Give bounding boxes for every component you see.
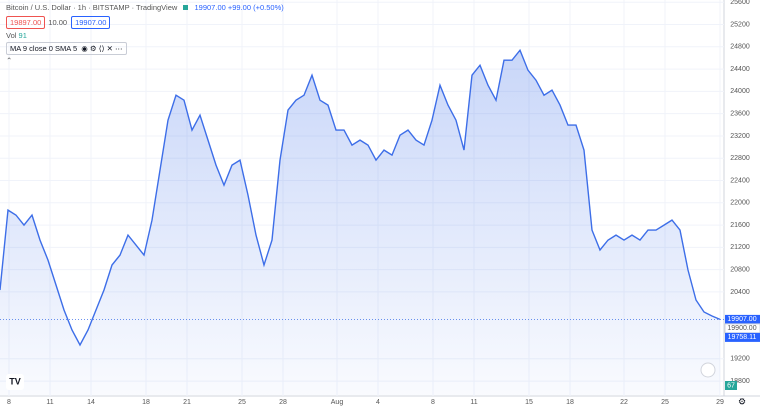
x-tick-label: 11 (470, 399, 477, 406)
x-tick-label: 25 (661, 399, 669, 406)
vol-label: Vol (6, 31, 17, 40)
y-tick-label: 25200 (730, 21, 750, 28)
symbol: Bitcoin / U.S. Dollar · 1h · BITSTAMP · … (6, 3, 178, 12)
price-label: 19900.00 (727, 325, 756, 332)
y-tick-label: 20400 (730, 289, 750, 296)
y-tick-label: 23200 (730, 133, 750, 140)
x-tick-label: 28 (279, 399, 287, 406)
price-label: 19907.00 (727, 316, 756, 323)
vol-row: Vol 91 (6, 31, 27, 40)
collapse[interactable]: ⌃ (6, 56, 13, 65)
y-tick-label: 25600 (730, 0, 750, 6)
spread: 10.00 (48, 18, 68, 27)
y-tick-label: 18800 (730, 378, 750, 385)
price-label-bg (725, 332, 760, 342)
y-tick-label: 22800 (730, 155, 750, 162)
volume-label-bg (725, 381, 737, 390)
x-tick-label: 8 (7, 399, 11, 406)
y-tick-label: 24800 (730, 44, 750, 51)
scroll-button[interactable] (700, 362, 716, 378)
price-line (0, 48, 721, 347)
x-tick-label: 29 (716, 399, 724, 406)
price-label-bg (725, 314, 760, 324)
bid[interactable]: 19897.00 (6, 16, 46, 29)
x-tick-label: 4 (376, 399, 380, 406)
indicator[interactable]: MA 9 close 0 SMA 5 ◉ ⚙ ⟨⟩ ✕ ⋯ (6, 42, 127, 55)
y-tick-label: 22400 (730, 177, 750, 184)
x-tick-label: 21 (183, 399, 191, 406)
x-tick-label: 22 (620, 399, 628, 406)
indicator-name: MA 9 close 0 SMA 5 (10, 44, 78, 53)
x-tick-label: 18 (566, 399, 574, 406)
x-tick-label: Aug (331, 399, 344, 406)
price-label-bg (724, 323, 760, 334)
x-tick-label: 11 (46, 399, 53, 406)
x-tick-label: 25 (238, 399, 246, 406)
x-tick-label: 15 (525, 399, 533, 406)
ask[interactable]: 19907.00 (71, 16, 111, 29)
x-tick-label: 14 (87, 399, 95, 406)
price-label: 19758.11 (728, 334, 757, 341)
tv-logo (6, 374, 24, 390)
tv-logo-text: TV (9, 376, 21, 386)
y-tick-label: 24400 (730, 66, 750, 73)
y-tick-label: 23600 (730, 110, 750, 117)
y-tick-label: 21200 (730, 244, 750, 251)
y-tick-label: 19200 (730, 356, 750, 363)
order-row: 19897.00 10.00 19907.00 (6, 16, 113, 29)
settings-icon[interactable]: ⚙ (738, 396, 746, 406)
volume-label: 67 (727, 382, 735, 389)
y-tick-label: 20800 (730, 266, 750, 273)
y-tick-label: 21600 (730, 222, 750, 229)
indicator-row: MA 9 close 0 SMA 5 ◉ ⚙ ⟨⟩ ✕ ⋯ (6, 42, 130, 55)
y-tick-label: 22000 (730, 200, 750, 207)
y-tick-label: 24000 (730, 88, 750, 95)
x-tick-label: 18 (142, 399, 150, 406)
area-fill (0, 50, 720, 395)
x-tick-label: 8 (431, 399, 435, 406)
quote: 19907.00 +99.00 (+0.50%) (194, 3, 284, 12)
vol-value: 91 (18, 31, 27, 40)
header-row: Bitcoin / U.S. Dollar · 1h · BITSTAMP · … (6, 3, 284, 12)
